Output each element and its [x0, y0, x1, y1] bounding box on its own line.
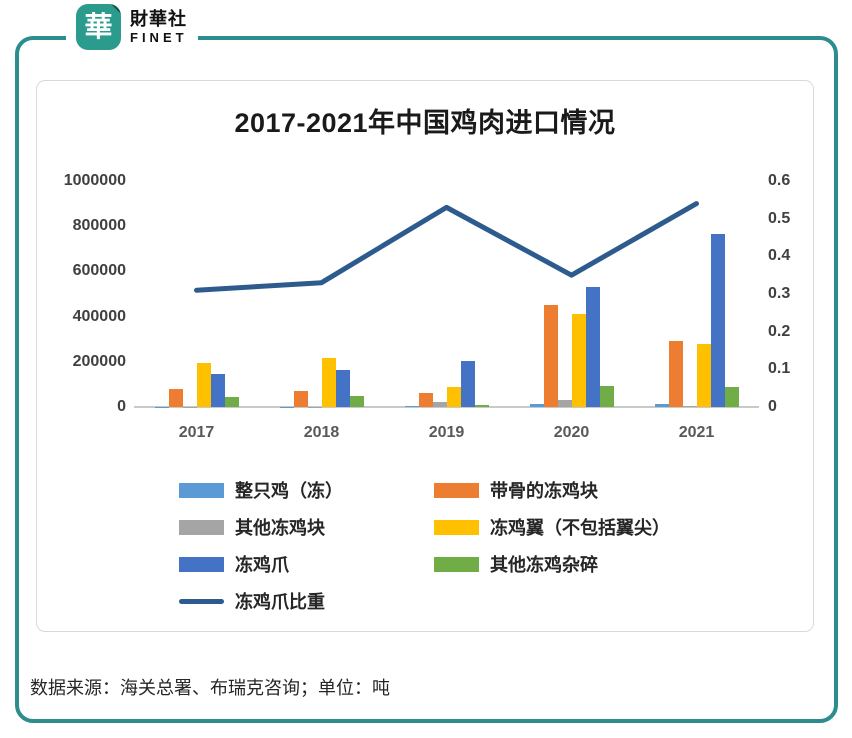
decor-frame [15, 36, 838, 723]
bar-2020-s0 [529, 403, 544, 407]
brand-name-cn: 財華社 [130, 8, 187, 29]
brand-text: 財華社 FINET [130, 9, 188, 45]
left-axis-tick: 400000 [72, 307, 126, 325]
bar-2019-s0 [404, 405, 419, 407]
bar-2018-s4 [335, 369, 350, 407]
bar-2017-s5 [224, 396, 239, 407]
left-axis-tick: 600000 [72, 262, 126, 280]
bar-2017-s4 [210, 374, 225, 407]
legend-color-swatch [434, 556, 479, 572]
chart-card: 2017-2021年中国鸡肉进口情况 1000000 800000 600000 40… [36, 80, 814, 632]
bar-2021-s5 [724, 387, 739, 407]
right-axis-tick: 0.6 [768, 172, 791, 189]
legend-item-4: 冻鸡爪 [179, 553, 289, 575]
bar-2021-s0 [654, 403, 669, 407]
bar-2020-s3 [571, 314, 586, 407]
bar-2020-s5 [599, 385, 614, 407]
bar-2018-s3 [321, 358, 336, 407]
bar-2018-s5 [349, 396, 364, 407]
left-axis-tick: 1000000 [63, 172, 126, 189]
legend-color-swatch [434, 519, 479, 535]
x-axis-line [134, 406, 759, 408]
right-axis-tick: 0.3 [768, 285, 791, 302]
legend-label: 冻鸡爪比重 [235, 592, 325, 612]
legend-label: 其他冻鸡杂碎 [490, 555, 598, 575]
bar-2019-s2 [432, 402, 447, 407]
bar-2021-s4 [710, 234, 725, 407]
x-axis-label: 2019 [428, 424, 465, 441]
right-axis-tick: 0.1 [768, 360, 791, 378]
logo-character: 華 [84, 11, 113, 42]
x-axis-label: 2017 [178, 424, 215, 441]
legend-item-5: 其他冻鸡杂碎 [434, 553, 598, 575]
left-axis-tick: 0 [117, 398, 126, 415]
bar-2020-s4 [585, 287, 600, 407]
legend-item-1: 带骨的冻鸡块 [434, 479, 598, 501]
x-axis-label: 2020 [553, 424, 590, 441]
bar-2020-s1 [543, 305, 558, 407]
legend-color-swatch [179, 519, 224, 535]
legend-label: 冻鸡翼（不包括翼尖） [490, 518, 670, 538]
chart-title: 2017-2021年中国鸡肉进口情况 [234, 108, 616, 138]
left-axis-tick: 800000 [72, 217, 126, 235]
legend-item-3: 冻鸡翼（不包括翼尖） [434, 516, 670, 538]
left-axis-tick: 200000 [72, 352, 126, 370]
bar-2019-s1 [418, 392, 433, 407]
legend-label: 冻鸡爪 [235, 555, 289, 575]
right-axis-tick: 0 [768, 398, 777, 415]
legend-item-6: 冻鸡爪比重 [179, 590, 325, 612]
legend-item-0: 整只鸡（冻） [179, 479, 343, 501]
legend-label: 整只鸡（冻） [235, 481, 343, 501]
brand-logo: 華 財華社 FINET [66, 4, 198, 50]
bar-2019-s3 [446, 386, 461, 407]
bar-2021-s3 [696, 344, 711, 407]
bar-2020-s2 [557, 400, 572, 407]
legend-color-swatch [434, 482, 479, 498]
right-axis-tick: 0.2 [768, 322, 791, 340]
finet-logo-icon: 華 [76, 4, 121, 50]
bar-2017-s1 [168, 388, 183, 407]
bar-2018-s1 [293, 391, 308, 407]
legend-color-swatch [179, 482, 224, 498]
legend-color-swatch [179, 556, 224, 572]
legend-item-2: 其他冻鸡块 [179, 516, 325, 538]
x-axis-label: 2018 [303, 424, 340, 441]
legend-line-swatch [179, 598, 224, 604]
bar-2019-s4 [460, 360, 475, 407]
x-axis-label: 2021 [678, 424, 715, 441]
brand-name-en: FINET [130, 29, 188, 45]
legend-label: 其他冻鸡块 [235, 518, 325, 538]
legend-label: 带骨的冻鸡块 [490, 481, 598, 501]
bar-2021-s2 [682, 406, 697, 407]
bar-2017-s3 [196, 362, 211, 407]
bar-2021-s1 [668, 341, 683, 407]
bar-2019-s5 [474, 405, 489, 407]
right-axis-tick: 0.5 [768, 209, 791, 227]
source-note: 数据来源：海关总署、布瑞克咨询；单位：吨 [30, 678, 390, 698]
right-axis-tick: 0.4 [768, 247, 791, 265]
